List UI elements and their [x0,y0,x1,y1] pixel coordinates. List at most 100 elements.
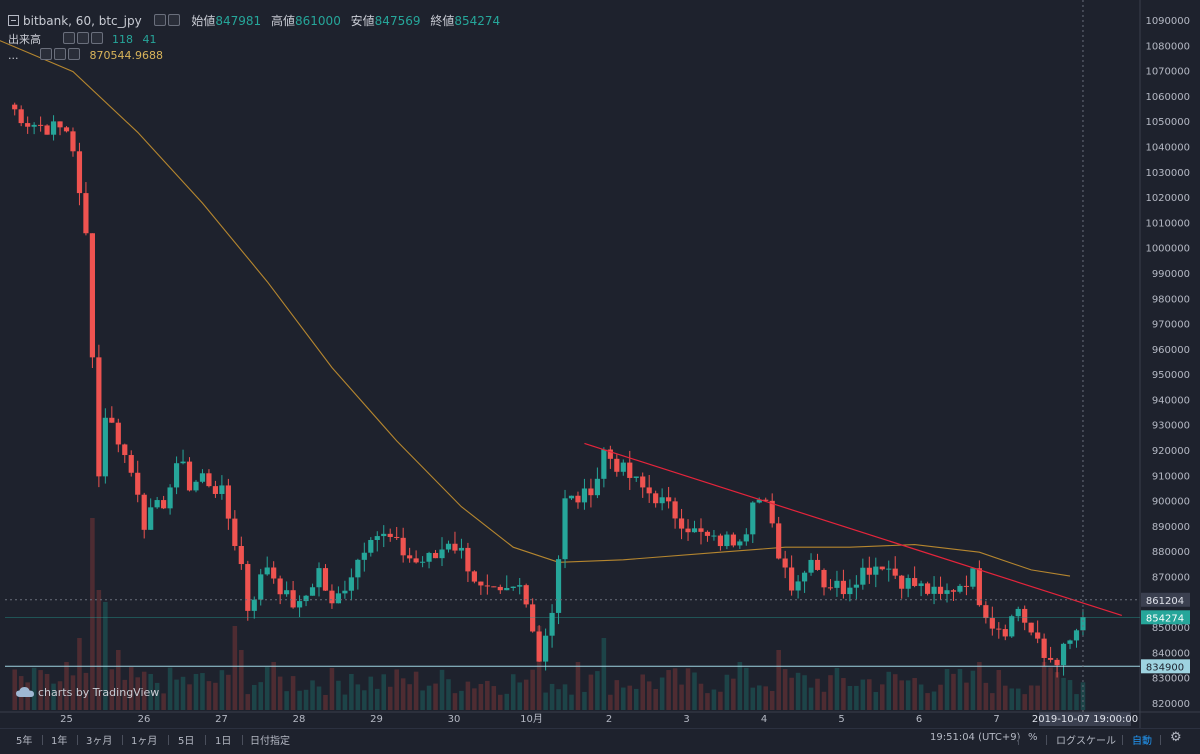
candle-body [659,497,665,504]
range-5d-button[interactable]: 5日 [178,736,195,747]
volume-bar [297,690,302,710]
volume-series [12,518,1086,710]
volume-bar [303,689,309,710]
volume-bar [601,638,607,710]
volume-bar [543,692,548,710]
volume-bar [51,683,56,710]
candle-body [517,585,523,587]
volume-bar [1003,685,1008,710]
x-tick-label: 27 [215,714,228,725]
range-1y-button[interactable]: 1年 [51,736,68,747]
crosshair-date-label: 2019-10-07 19:00:00 [1032,714,1138,725]
y-tick-label: 1020000 [1145,193,1190,204]
candle-body [445,543,452,550]
volume-bar [595,671,600,710]
volume-bar [718,691,723,710]
candle-body [368,539,374,553]
range-separator [122,735,123,745]
candle-body [1041,638,1047,658]
candle-body [530,604,536,632]
candle-body [355,559,361,578]
collapse-legend-icon[interactable] [8,15,19,26]
volume-bar [964,682,969,710]
volume-bar [1067,680,1073,710]
candle-body [102,417,108,477]
candle-body [698,528,704,532]
gear-icon[interactable]: ⚙ [1170,730,1182,745]
candle-body [607,449,613,459]
volume-bar [951,673,956,710]
candle-body [374,536,380,540]
volume-bar [912,678,917,710]
tradingview-watermark[interactable]: charts by TradingView [16,686,159,699]
candle-body [918,583,924,586]
custom-range-button[interactable]: 日付指定 [250,736,290,747]
volume-bar [608,694,613,710]
volume-bar [271,662,276,710]
candle-body [840,580,847,595]
candle-body [672,501,678,519]
candle-body [892,568,898,576]
ma-close-icon[interactable] [68,48,80,60]
volume-bar [536,626,542,710]
volume-bar [83,672,89,710]
candle-body [575,495,581,503]
candle-body [232,518,238,546]
volume-bar [64,662,69,710]
candle-body [238,545,244,565]
range-3m-button[interactable]: 3ヶ月 [86,736,113,747]
range-1d-button[interactable]: 1日 [215,736,232,747]
candle-body [886,568,892,570]
range-separator [1122,735,1123,745]
volume-close-icon[interactable] [90,32,103,44]
y-tick-label: 910000 [1152,471,1190,482]
y-tick-label: 1060000 [1145,92,1190,103]
candle-body [970,568,976,587]
candle-body [25,123,31,127]
candle-body [316,568,322,588]
volume-bar [530,669,535,710]
clock-display[interactable]: 19:51:04 (UTC+9) [930,732,1021,743]
candle-body [873,566,879,575]
percent-toggle[interactable]: % [1028,732,1038,743]
range-5y-button[interactable]: 5年 [16,736,33,747]
volume-eye-icon[interactable] [62,32,75,44]
volume-bar [724,674,730,710]
candle-body [63,127,70,132]
settings-icon[interactable] [167,14,180,26]
volume-bar [452,693,458,710]
cloud-icon [16,687,34,697]
volume-bar [1022,694,1027,710]
candle-body [678,518,685,529]
candle-body [186,461,193,491]
candle-body [251,599,257,611]
range-1m-button[interactable]: 1ヶ月 [131,736,158,747]
volume-bar [899,680,904,710]
last-price-label-background [1141,610,1190,625]
log-scale-toggle[interactable]: ログスケール [1056,736,1116,747]
eye-icon[interactable] [153,14,166,26]
candle-body [685,528,691,533]
x-tick-label: 25 [60,714,73,725]
candle-body [38,124,44,126]
x-tick-label: 7 [993,714,999,725]
candle-body [193,481,199,491]
volume-bar [646,681,652,710]
volume-bar [659,677,665,710]
volume-bar [433,683,438,710]
volume-bar [614,680,620,710]
candle-body [931,586,937,594]
y-tick-label: 1050000 [1145,117,1190,128]
ma-settings-icon[interactable] [54,48,66,60]
candle-body [31,124,37,127]
volume-bar [711,689,717,710]
ma-eye-icon[interactable] [40,48,52,60]
y-tick-label: 1070000 [1145,67,1190,78]
volume-settings-icon[interactable] [76,32,89,44]
volume-bar [918,684,924,710]
volume-bar [556,689,561,710]
auto-scale-toggle[interactable]: 自動 [1132,736,1152,747]
candle-body [407,555,413,559]
